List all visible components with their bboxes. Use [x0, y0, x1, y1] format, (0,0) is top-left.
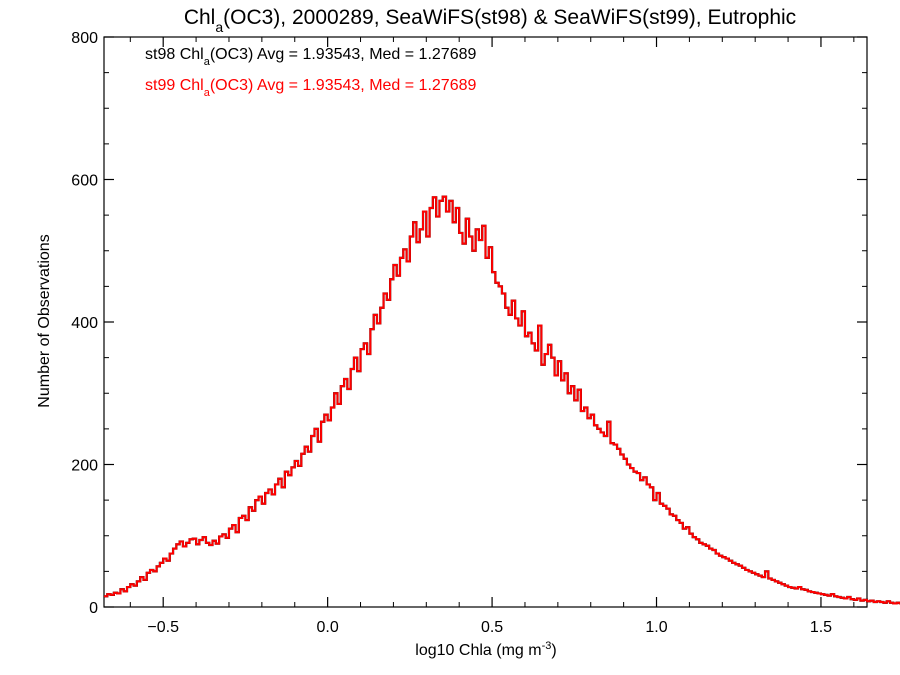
legend-st99-prefix: st99 Chl	[145, 77, 204, 94]
histogram-line-st98	[104, 195, 900, 605]
chart-title-subscript: a	[215, 19, 223, 35]
x-tick-label: 1.5	[810, 619, 832, 636]
legend-st98-prefix: st98 Chl	[145, 46, 204, 63]
y-axis-ticks: 0 200 400 600 800	[71, 30, 867, 617]
legend-st99-suffix: (OC3) Avg = 1.93543, Med = 1.27689	[210, 77, 477, 94]
legend-st98-suffix: (OC3) Avg = 1.93543, Med = 1.27689	[210, 46, 477, 63]
x-tick-label: 1.0	[645, 619, 667, 636]
y-tick-label: 400	[71, 315, 98, 332]
x-tick-label: −0.5	[147, 619, 179, 636]
x-axis-label-superscript: -3	[542, 640, 552, 652]
x-axis-label: log10 Chla (mg m-3)	[415, 640, 556, 659]
y-axis-label: Number of Observations	[36, 234, 53, 407]
histogram-series	[104, 195, 900, 605]
x-tick-label: 0.5	[481, 619, 503, 636]
x-tick-label: 0.0	[317, 619, 339, 636]
x-axis-ticks: −0.5 0.0 0.5 1.0 1.5	[129, 37, 855, 636]
plot-frame	[103, 36, 868, 608]
y-tick-label: 0	[89, 600, 98, 617]
chart-title: Chla(OC3), 2000289, SeaWiFS(st98) & SeaW…	[184, 6, 796, 35]
histogram-line-st99	[104, 195, 900, 605]
y-tick-label: 600	[71, 173, 98, 190]
chart-title-suffix: (OC3), 2000289, SeaWiFS(st98) & SeaWiFS(…	[223, 6, 796, 29]
legend-st98-subscript: a	[204, 56, 211, 68]
x-axis-label-main: log10 Chla (mg m	[415, 642, 541, 659]
legend-entry-st98: st98 Chla(OC3) Avg = 1.93543, Med = 1.27…	[145, 46, 476, 68]
y-tick-label: 800	[71, 30, 98, 47]
chart-title-prefix: Chl	[184, 6, 216, 29]
legend-entry-st99: st99 Chla(OC3) Avg = 1.93543, Med = 1.27…	[145, 77, 476, 99]
y-tick-label: 200	[71, 458, 98, 475]
x-axis-label-close: )	[551, 642, 556, 659]
legend-st99-subscript: a	[204, 87, 211, 99]
